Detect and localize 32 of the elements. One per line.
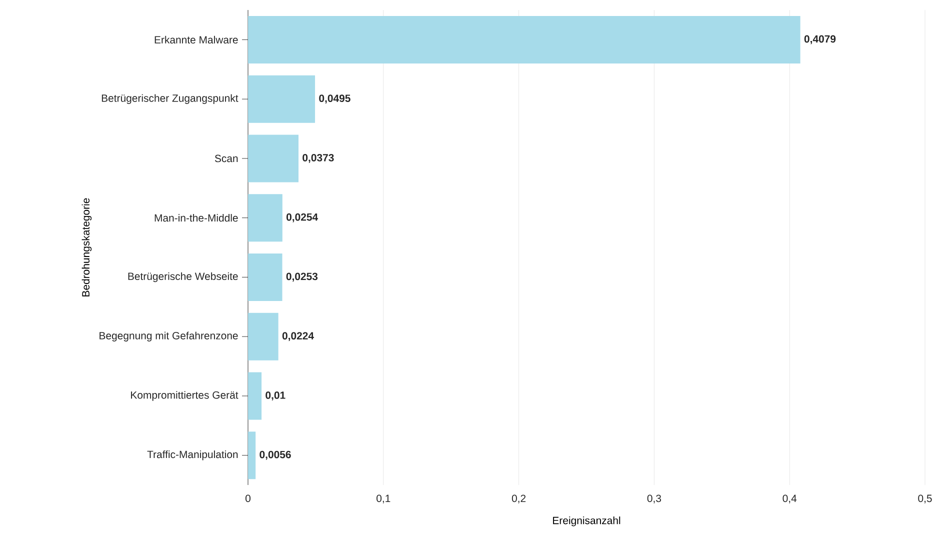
data-label: 0,0373 [302, 154, 334, 163]
bar [248, 16, 800, 64]
bar [248, 134, 299, 182]
bar [248, 372, 262, 420]
bar [248, 253, 282, 301]
bar [248, 75, 316, 123]
y-tick-label: Begegnung mit Gefahrenzone [100, 332, 238, 342]
y-tick-label: Man-in-the-Middle [154, 214, 238, 222]
data-label: 0,0495 [319, 94, 350, 104]
data-label: 0,0253 [286, 272, 318, 282]
bar [248, 312, 278, 360]
data-label: 0,01 [266, 391, 286, 400]
data-label: 0,0254 [286, 213, 318, 222]
y-tick-label: Traffic-Manipulation [147, 450, 238, 460]
bar [248, 432, 256, 480]
y-tick-label: Erkannte Malware [154, 36, 238, 44]
y-tick-label: Kompromittiertes Gerät [131, 391, 238, 401]
x-tick-label: 0 [246, 494, 250, 502]
data-label: 0,0224 [282, 332, 314, 342]
data-label: 0,4079 [804, 35, 836, 44]
x-tick-label: 0,1 [376, 494, 390, 504]
x-tick-label: 0,2 [512, 494, 526, 504]
x-tick-label: 0,5 [918, 494, 932, 504]
x-tick-label: 0,4 [782, 494, 797, 504]
bar [248, 194, 282, 242]
y-axis-title: Bedrohungskategorie [82, 198, 92, 296]
y-tick-label: Betrügerischer Zugangspunkt [102, 94, 238, 104]
data-label: 0,0056 [260, 450, 291, 460]
y-tick-label: Scan [214, 154, 238, 162]
x-tick-label: 0,3 [647, 494, 662, 504]
x-axis-title: Ereignisanzahl [553, 516, 620, 526]
y-tick-label: Betrügerische Webseite [128, 272, 238, 282]
